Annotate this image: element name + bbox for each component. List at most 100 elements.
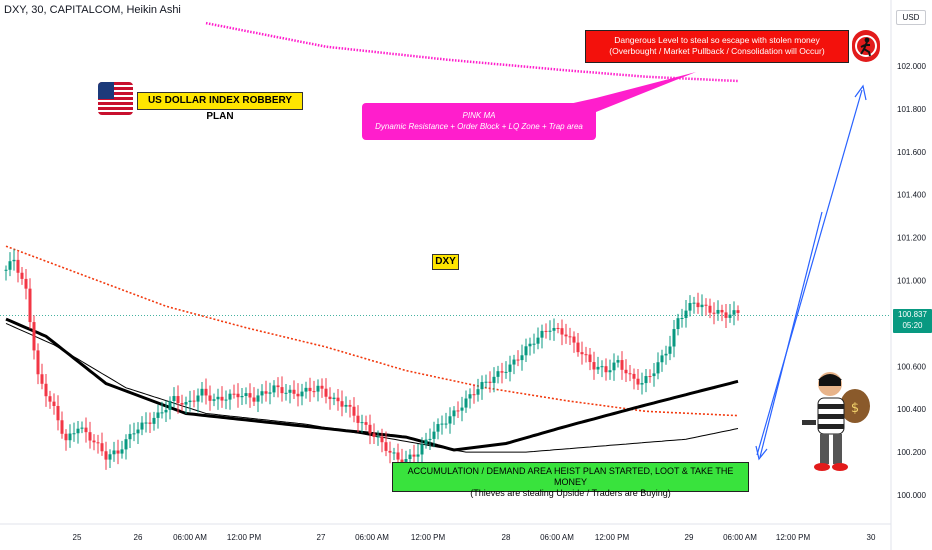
candle-body [720, 309, 724, 313]
candle-body [592, 362, 596, 370]
candle-body [724, 312, 728, 318]
candle-body [392, 452, 396, 454]
accumulation-line-2: (Thieves are stealing Upside / Traders a… [470, 488, 671, 498]
candle-body [300, 391, 304, 397]
candle-body [188, 400, 192, 403]
candle-body [544, 330, 548, 332]
candle-body [192, 400, 196, 402]
candle-body [116, 450, 120, 454]
last-price-tag: 100.837 05:20 [893, 309, 932, 333]
candle-body [128, 433, 132, 440]
candle-body [356, 415, 360, 423]
candle-body [52, 401, 56, 406]
thief-with-money-bag-icon: $ [800, 368, 875, 476]
candle-body [624, 369, 628, 374]
candle-body [528, 343, 532, 347]
candle-body [224, 399, 228, 401]
candle-body [292, 389, 296, 394]
candle-body [80, 427, 84, 429]
candle-body [212, 399, 216, 401]
candle-body [148, 422, 152, 424]
candle-body [464, 398, 468, 408]
candle-body [12, 259, 16, 262]
candle-body [36, 350, 40, 375]
candle-body [68, 433, 72, 441]
candle-body [96, 442, 100, 444]
candle-body [700, 304, 704, 308]
candle-body [28, 288, 32, 323]
candle-body [376, 436, 380, 438]
candle-body [492, 376, 496, 383]
candle-body [352, 406, 356, 416]
candle-body [296, 393, 300, 397]
candle-body [504, 371, 508, 373]
candle-body [580, 352, 584, 355]
moving-average-0 [205, 21, 739, 83]
candle-body [472, 394, 476, 396]
pink-ma-pointer [560, 72, 696, 112]
candle-body [240, 395, 244, 398]
candle-body [672, 329, 676, 347]
x-tick-label: 29 [685, 533, 694, 542]
candle-body [468, 394, 472, 399]
candle-body [608, 370, 612, 373]
candle-body [520, 355, 524, 361]
y-tick-label: 102.000 [897, 62, 926, 71]
currency-label[interactable]: USD [896, 10, 926, 25]
candle-body [596, 366, 600, 370]
x-tick-label: 06:00 AM [173, 533, 207, 542]
candle-body [480, 382, 484, 390]
candle-body [48, 396, 52, 402]
y-tick-label: 100.600 [897, 362, 926, 371]
candle-body [384, 442, 388, 451]
last-price-value: 100.837 [898, 310, 927, 319]
candle-body [204, 388, 208, 396]
moving-average-3 [5, 322, 739, 453]
candle-body [316, 385, 320, 392]
svg-text:$: $ [851, 401, 859, 416]
candle-body [120, 449, 124, 454]
candle-body [684, 310, 688, 318]
candle-body [308, 387, 312, 392]
projection-arrowhead-down [755, 445, 768, 461]
candle-body [24, 278, 28, 289]
candle-body [408, 454, 412, 460]
candle-body [368, 424, 372, 434]
candle-body [104, 451, 108, 460]
x-tick-label: 06:00 AM [723, 533, 757, 542]
x-tick-label: 06:00 AM [540, 533, 574, 542]
candle-body [688, 303, 692, 311]
candle-body [336, 397, 340, 402]
candle-body [176, 396, 180, 404]
candle-body [184, 402, 188, 405]
candle-body [680, 317, 684, 319]
accumulation-callout: ACCUMULATION / DEMAND AREA HEIST PLAN ST… [392, 462, 749, 498]
candle-body [152, 417, 156, 424]
candle-body [348, 404, 352, 407]
candle-body [428, 438, 432, 440]
candle-body [440, 423, 444, 425]
dxy-label: DXY [432, 254, 459, 270]
projection-arrow-down [759, 211, 823, 458]
candle-body [208, 395, 212, 401]
danger-level-callout: Dangerous Level to steal so escape with … [585, 30, 849, 63]
candle-body [56, 405, 60, 421]
candle-body [304, 387, 308, 392]
y-tick-label: 100.200 [897, 448, 926, 457]
candle-body [40, 374, 44, 384]
pink-ma-text: Dynamic Resistance + Order Block + LQ Zo… [375, 122, 583, 131]
candle-body [100, 443, 104, 452]
candle-body [364, 422, 368, 425]
candle-body [664, 353, 668, 356]
candle-body [32, 322, 36, 351]
x-tick-label: 25 [73, 533, 82, 542]
candle-body [220, 396, 224, 401]
candle-body [476, 389, 480, 395]
candle-body [708, 305, 712, 313]
candle-body [572, 336, 576, 343]
y-tick-label: 100.400 [897, 405, 926, 414]
x-tick-label: 28 [502, 533, 511, 542]
candle-body [284, 392, 288, 394]
y-tick-label: 101.400 [897, 191, 926, 200]
